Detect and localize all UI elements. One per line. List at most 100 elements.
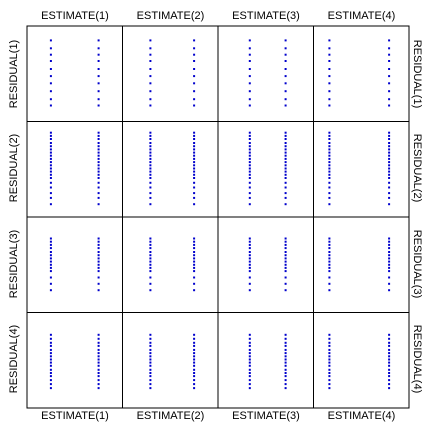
data-point [328,82,331,85]
data-point [248,161,251,164]
data-point [49,173,52,176]
column-labels-top: ESTIMATE(1) ESTIMATE(2) ESTIMATE(3) ESTI… [41,10,395,22]
data-point [193,375,196,378]
data-point [284,243,287,246]
data-point [97,90,100,93]
data-point [328,142,331,144]
data-point [149,192,152,195]
data-point [149,148,152,151]
data-point [149,355,152,358]
data-point [149,203,152,206]
data-point [97,177,100,179]
data-point [193,254,196,257]
data-point [388,266,391,269]
data-point [193,352,196,355]
data-point [97,368,100,371]
row-labels-right: RESIDUAL(1) RESIDUAL(2) RESIDUAL(3) RESI… [411,40,423,393]
row-label-left: RESIDUAL(4) [8,325,20,393]
data-point [248,254,251,257]
data-point [248,82,251,85]
data-point [328,276,331,279]
data-point [328,192,331,195]
data-point [149,145,152,148]
data-point [284,361,287,364]
data-point [49,368,52,371]
data-point [149,134,152,137]
scatter-panel [248,333,287,390]
data-point [248,240,251,243]
data-point [97,142,100,144]
data-point [149,60,152,62]
data-point [388,170,391,173]
data-point [284,352,287,355]
data-point [193,333,196,336]
data-point [49,364,52,367]
data-point [284,170,287,173]
data-point [149,177,152,179]
data-point [149,337,152,340]
data-point [193,142,196,144]
data-point [97,98,100,101]
data-point [97,134,100,137]
data-point [193,257,196,260]
data-point [328,237,331,240]
data-point [193,282,196,285]
data-point [149,260,152,263]
data-point [328,170,331,173]
data-point [49,355,52,358]
data-point [248,181,251,184]
data-point [388,276,391,279]
data-point [248,276,251,279]
data-point [328,368,331,371]
data-point [328,60,331,62]
data-point [388,379,391,382]
data-point [149,254,152,257]
data-point [328,383,331,386]
data-point [388,355,391,358]
data-point [149,266,152,269]
data-point [193,263,196,266]
data-point [193,47,196,50]
data-point [149,368,152,371]
data-point [248,203,251,206]
data-point [97,148,100,151]
data-point [248,104,251,107]
data-point [149,257,152,260]
data-point [328,344,331,347]
data-point [248,151,251,154]
data-point [248,368,251,371]
data-point [149,39,152,42]
data-point [328,68,331,70]
data-point [149,170,152,173]
data-point [97,240,100,243]
scatter-panel [49,39,100,107]
row-labels-left: RESIDUAL(1) RESIDUAL(2) RESIDUAL(3) RESI… [8,40,20,393]
data-point [193,361,196,364]
data-point [49,263,52,266]
data-point [193,203,196,206]
data-point [97,186,100,189]
data-point [49,379,52,382]
data-point [49,134,52,137]
data-point [193,251,196,253]
data-point [328,240,331,243]
data-point [193,240,196,243]
data-point [328,138,331,140]
data-point [328,75,331,78]
data-point [193,39,196,42]
data-point [388,251,391,253]
data-point [388,151,391,154]
data-point [284,372,287,374]
data-point [97,387,100,390]
data-point [248,289,251,292]
data-point [149,138,152,140]
data-point [248,364,251,367]
data-point [248,344,251,347]
data-point [97,270,100,273]
data-point [284,53,287,56]
data-point [388,237,391,240]
data-point [388,104,391,107]
data-point [193,260,196,263]
data-point [388,148,391,151]
data-point [49,170,52,173]
